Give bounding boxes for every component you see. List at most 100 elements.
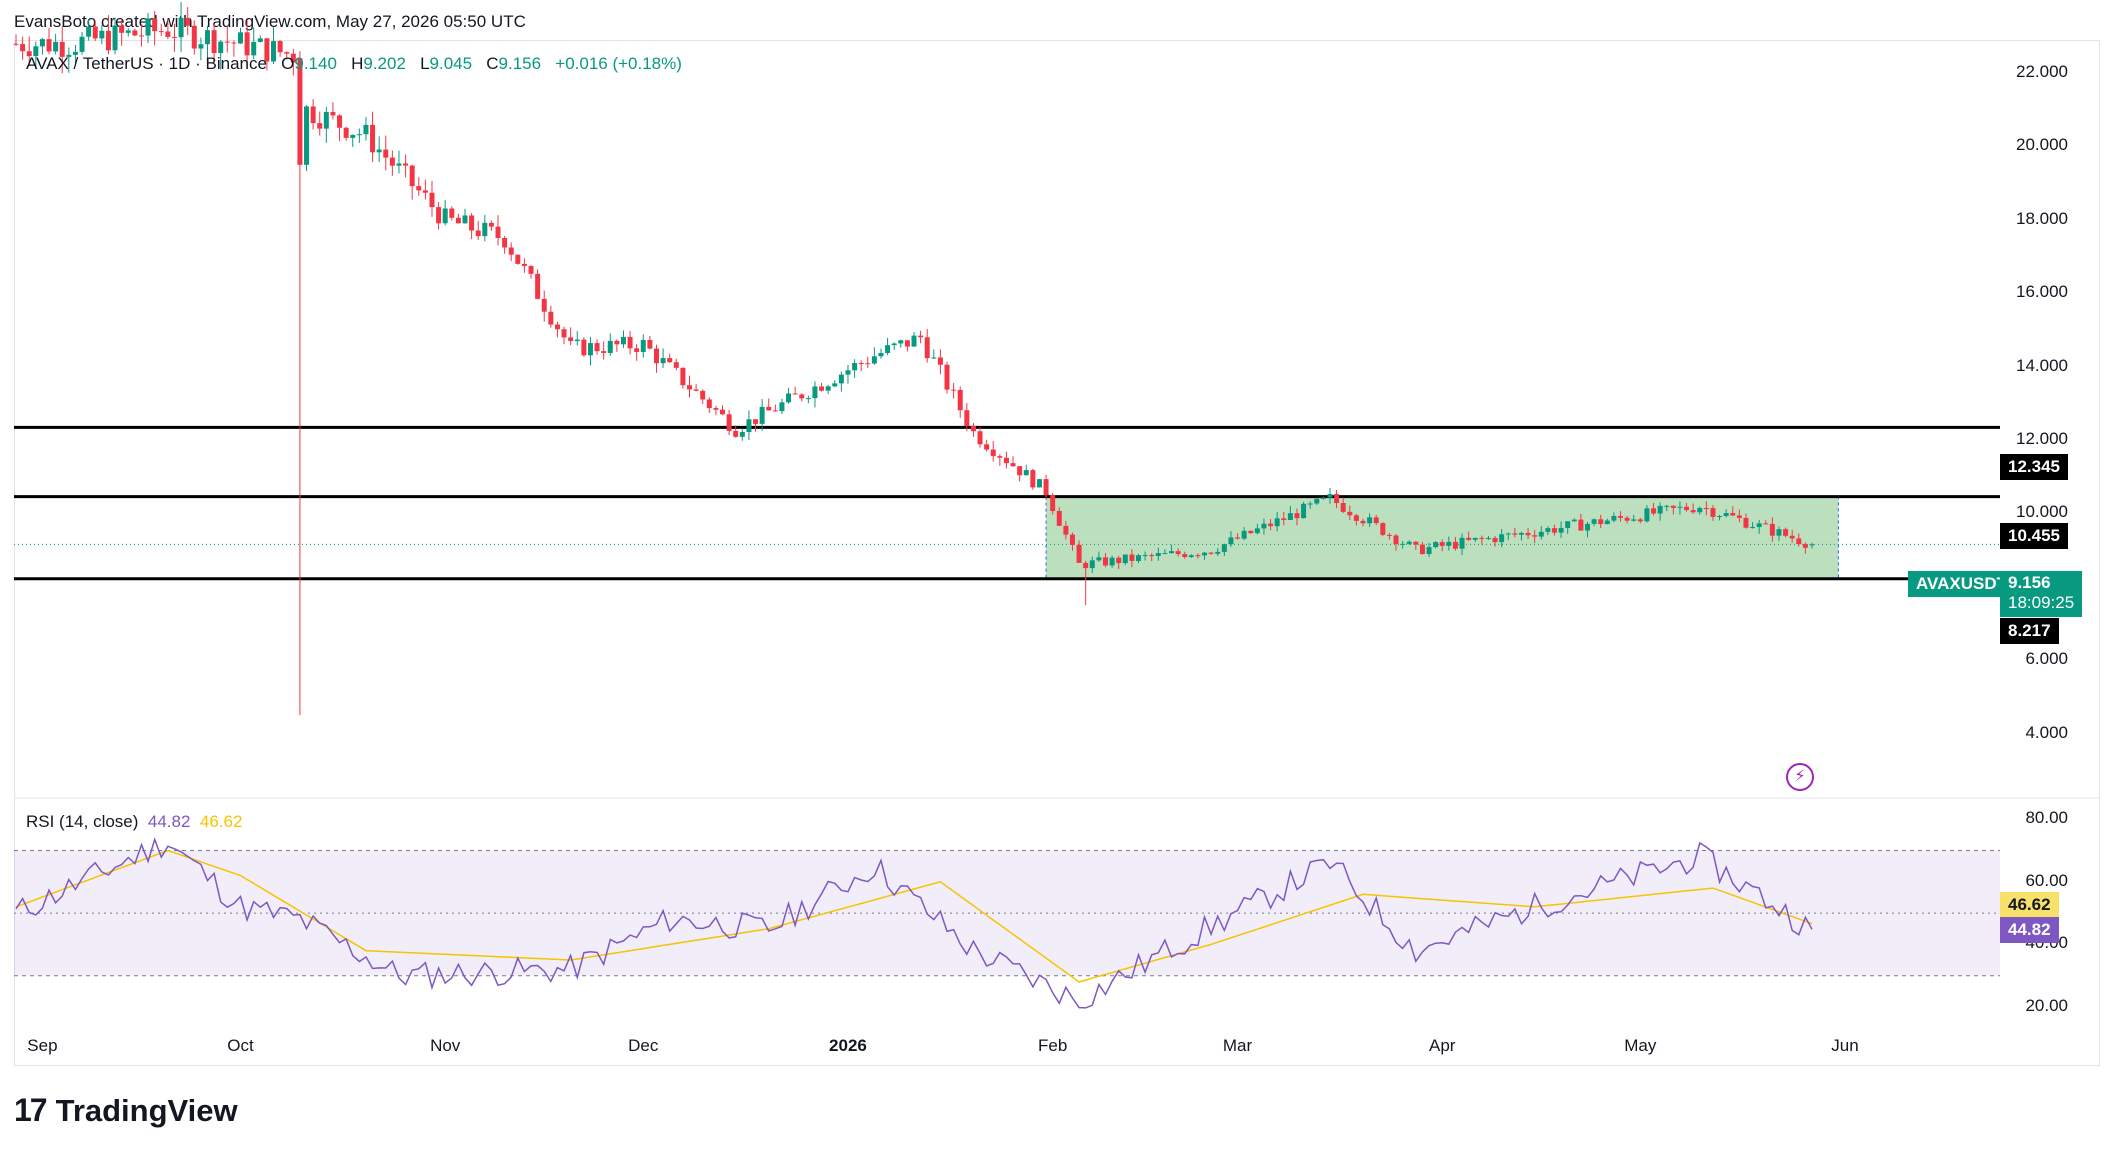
time-tick-label: Feb [1038,1036,1068,1055]
candle-body [39,39,45,47]
candle-body [1301,503,1307,519]
candle-body [931,357,937,359]
brand-name: TradingView [55,1092,238,1128]
candle-body [403,163,409,166]
candle-body [1393,535,1399,545]
candle-body [1518,532,1524,535]
candle-body [1149,555,1155,557]
candle-body [772,410,778,412]
candle-body [1664,505,1670,507]
candle-body [660,358,666,364]
candle-body [1644,508,1650,522]
candle-body [1109,557,1115,566]
candle-body [1413,541,1419,545]
candle-body [185,17,191,26]
candle-body [33,46,39,57]
candle-body [1056,511,1062,526]
candle-body [1723,513,1729,517]
chart-attribution: EvansBoto created with TradingView.com, … [14,12,526,31]
close-value: 9.156 [498,54,542,73]
candle-body [1089,560,1095,569]
candle-body [1268,523,1274,527]
candle-body [1261,523,1267,529]
candle-body [112,25,118,51]
rsi-ma-value: 46.62 [199,812,243,831]
range-box [1045,496,1839,580]
candle-body [1545,528,1551,532]
candle-body [138,35,144,37]
rsi-value: 44.82 [147,812,191,831]
candle-body [1043,479,1049,496]
candle-body [165,31,171,37]
candle-body [1406,541,1412,544]
candle-body [1083,562,1089,569]
price-tick-label: 16.000 [2016,282,2068,302]
candle-body [436,207,442,224]
candle-body [753,419,759,424]
candle-body [13,43,19,45]
candle-body [1142,555,1148,557]
candle-body [1136,555,1141,561]
candle-body [1155,553,1161,556]
candle-body [607,340,613,353]
candle-body [1122,554,1128,564]
candle-body [1525,532,1531,536]
time-tick-label: Sep [27,1036,58,1055]
candle-body [1367,517,1373,524]
candle-body [1380,523,1386,535]
candle-body [1036,479,1042,488]
rsi-legend[interactable]: RSI (14, close) 44.82 46.62 [26,812,242,832]
candle-body [1604,520,1610,525]
candle-body [1096,557,1102,561]
candle-body [277,41,283,53]
candle-body [1182,554,1188,558]
candle-body [1624,517,1630,521]
candle-body [389,157,395,166]
candle-body [1063,525,1069,535]
time-tick-label: Jun [1831,1036,1859,1055]
symbol-name[interactable]: AVAX / TetherUS · 1D · Binance [26,54,267,73]
candle-body [429,192,435,208]
candle-body [1717,516,1723,518]
time-tick-label: Dec [628,1036,659,1055]
candle-body [937,357,943,365]
time-tick-label: Apr [1429,1036,1456,1055]
candle-body [970,426,976,432]
rsi-label[interactable]: RSI (14, close) [26,812,139,831]
candle-body [1426,547,1432,555]
candle-body [211,30,217,54]
candle-body [1776,529,1782,536]
symbol-legend[interactable]: AVAX / TetherUS · 1D · Binance O9.140 H9… [26,54,682,74]
candle-body [1400,543,1406,545]
time-tick-label: May [1624,1036,1657,1055]
candle-body [46,39,52,52]
candle-body [614,340,620,345]
candle-body [1505,533,1511,535]
tradingview-logo: 17 TradingView [14,1092,238,1129]
candle-body [1281,518,1287,520]
rsi-ma-line [15,849,1813,983]
open-value: 9.140 [294,54,337,73]
candle-body [502,238,508,248]
candle-body [218,41,224,54]
candle-body [1248,530,1254,534]
candle-body [825,386,831,391]
candle-body [317,123,323,129]
candle-body [766,406,772,411]
time-tick-label: 2026 [829,1036,867,1055]
lightning-icon[interactable]: ⚡ [1786,763,1814,791]
candle-body [1571,519,1577,522]
candle-body [1585,523,1590,531]
candle-body [1169,551,1175,554]
rsi-tick-label: 60.00 [2025,870,2068,890]
candle-body [667,358,673,363]
candle-body [92,26,98,39]
candle-body [1789,535,1795,539]
candle-body [238,32,243,44]
candle-body [198,44,204,49]
rsi-value-tag: 44.82 [2000,917,2059,943]
candle-body [409,165,415,187]
price-tick-label: 6.000 [2025,649,2068,669]
low-value: 9.045 [429,54,473,73]
